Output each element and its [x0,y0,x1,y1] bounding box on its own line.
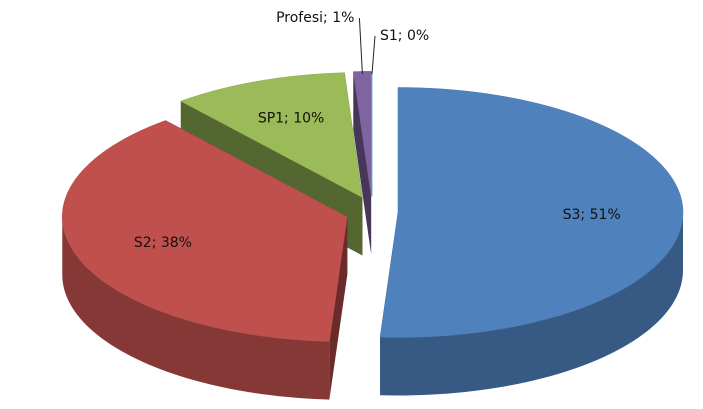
data-label: S3; 51% [563,207,621,223]
slice-wall [353,71,372,255]
leader-line [358,17,363,74]
pie-slice [379,87,684,396]
pie-slice [62,120,348,400]
leader-line [371,35,376,74]
slice-side [62,216,330,400]
slice-side [380,212,683,396]
data-label: Profesi; 1% [276,10,354,26]
slice-top [62,120,348,342]
data-label: SP1; 10% [258,110,325,126]
data-label: S2; 38% [134,235,192,251]
slice-top [379,87,684,338]
pie-slice [353,71,372,255]
slice-top [180,72,363,198]
data-label: S1; 0% [380,28,429,44]
